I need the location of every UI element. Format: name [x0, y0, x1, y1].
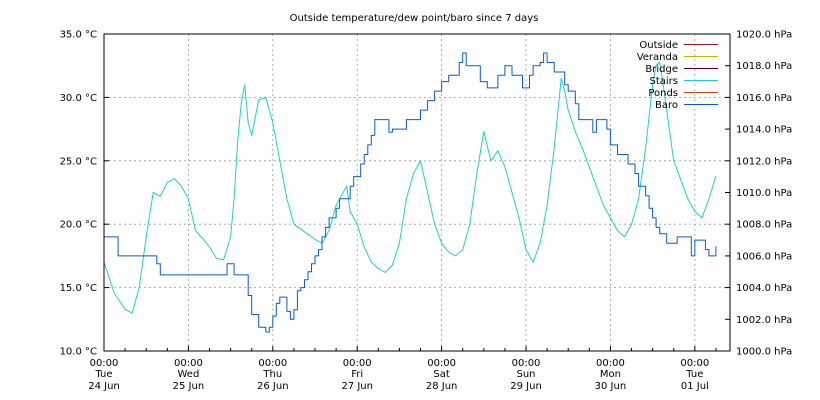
x-tick-date: 26 Jun	[257, 381, 289, 392]
y-right-tick-label: 1002.0 hPa	[736, 315, 792, 326]
x-tick-day: Tue	[685, 369, 703, 380]
x-tick-time: 00:00	[596, 358, 625, 369]
y-left-tick-label: 20.0 °C	[60, 220, 97, 231]
grid	[104, 34, 730, 351]
legend-label-baro: Baro	[655, 100, 678, 111]
y-left-tick-label: 30.0 °C	[60, 93, 97, 104]
y-right-tick-label: 1020.0 hPa	[736, 30, 792, 41]
y-right-tick-label: 1010.0 hPa	[736, 188, 792, 199]
x-tick-date: 29 Jun	[510, 381, 542, 392]
y-left-tick-label: 10.0 °C	[60, 347, 97, 358]
series-line-stairs	[103, 61, 717, 314]
y-right-tick-label: 1016.0 hPa	[736, 93, 792, 104]
x-tick-time: 00:00	[258, 358, 287, 369]
x-tick-time: 00:00	[512, 358, 541, 369]
x-tick-day: Sun	[517, 369, 536, 380]
x-tick-time: 00:00	[174, 358, 203, 369]
x-tick-time: 00:00	[343, 358, 372, 369]
y-right-tick-label: 1014.0 hPa	[736, 125, 792, 136]
x-tick-date: 01 Jul	[681, 381, 709, 392]
y-right-tick-label: 1008.0 hPa	[736, 220, 792, 231]
x-tick-time: 00:00	[427, 358, 456, 369]
legend-label-ponds: Ponds	[648, 88, 678, 99]
y-axis-right: 1000.0 hPa 1002.0 hPa 1004.0 hPa 1006.0 hPa…	[725, 30, 792, 358]
series-group	[103, 52, 717, 333]
x-tick-date: 28 Jun	[426, 381, 458, 392]
x-tick-date: 25 Jun	[173, 381, 205, 392]
y-left-tick-label: 15.0 °C	[60, 283, 97, 294]
y-right-tick-label: 1006.0 hPa	[736, 251, 792, 262]
x-tick-day: Fri	[351, 369, 363, 380]
x-tick-time: 00:00	[680, 358, 709, 369]
legend-label-stairs: Stairs	[650, 76, 679, 87]
series-line-baro	[104, 52, 717, 333]
x-tick-date: 30 Jun	[595, 381, 627, 392]
x-tick-day: Tue	[94, 369, 112, 380]
x-tick-day: Sat	[433, 369, 449, 380]
y-right-tick-label: 1018.0 hPa	[736, 61, 792, 72]
x-tick-date: 27 Jun	[341, 381, 373, 392]
y-right-tick-label: 1012.0 hPa	[736, 156, 792, 167]
x-tick-date: 24 Jun	[88, 381, 120, 392]
y-right-tick-label: 1000.0 hPa	[736, 347, 792, 358]
y-left-tick-label: 25.0 °C	[60, 156, 97, 167]
legend-label-outside: Outside	[639, 40, 678, 51]
y-right-tick-label: 1004.0 hPa	[736, 283, 792, 294]
x-tick-time: 00:00	[90, 358, 119, 369]
x-tick-day: Wed	[177, 369, 199, 380]
y-axis-left: 10.0 °C 15.0 °C 20.0 °C 25.0 °C 30.0 °C 35.0 …	[60, 30, 109, 358]
legend-label-veranda: Veranda	[637, 52, 678, 63]
x-tick-day: Mon	[600, 369, 621, 380]
x-tick-day: Thu	[262, 369, 282, 380]
legend-label-bridge: Bridge	[645, 64, 678, 75]
chart-title: Outside temperature/dew point/baro since…	[290, 13, 539, 24]
y-left-tick-label: 35.0 °C	[60, 30, 97, 41]
